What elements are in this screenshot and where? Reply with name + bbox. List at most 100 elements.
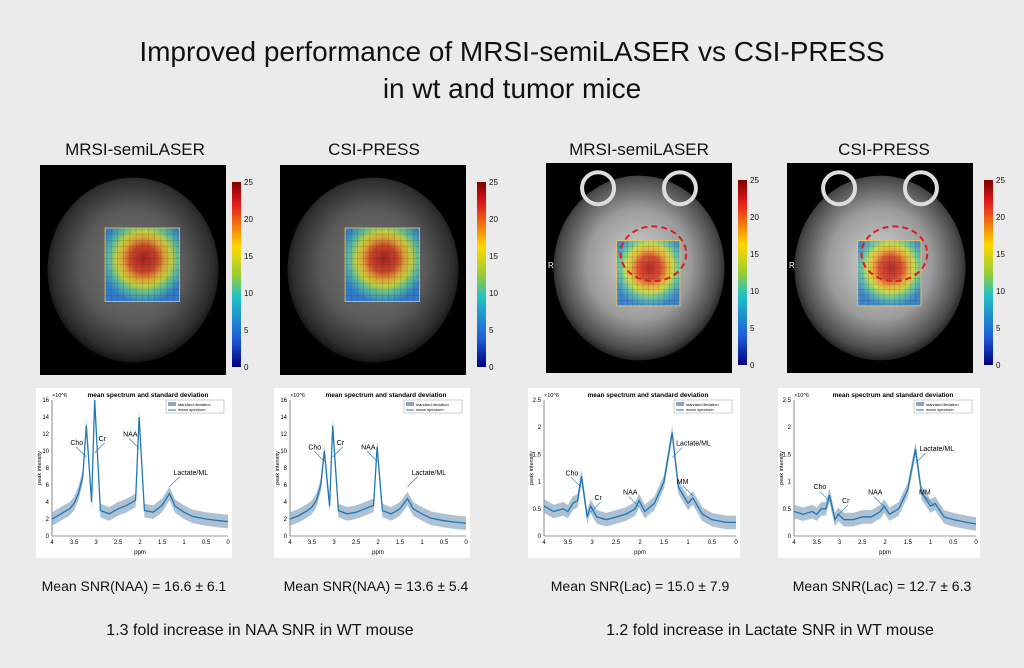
y-tick-label: 2 — [538, 425, 542, 431]
colorbar-tick-label: 20 — [750, 213, 759, 222]
fold-increase-lactate: 1.2 fold increase in Lactate SNR in WT m… — [606, 622, 934, 639]
y-tick-label: 10 — [280, 449, 287, 455]
peak-annotation: Cho — [813, 484, 826, 491]
x-axis-label: ppm — [372, 550, 384, 556]
colorbar-tick-label: 20 — [489, 215, 498, 224]
x-tick-label: 4 — [792, 540, 796, 546]
x-tick-label: 0 — [226, 540, 230, 546]
mri-svg — [280, 165, 466, 375]
peak-annotation: NAA — [623, 490, 638, 497]
peak-annotation: Cr — [99, 436, 107, 443]
y-exponent: ×10^6 — [794, 393, 809, 399]
x-tick-label: 2 — [638, 540, 642, 546]
y-tick-label: 0 — [46, 534, 50, 540]
x-tick-label: 3 — [838, 540, 842, 546]
mri-image-1 — [40, 165, 226, 375]
eye-ring — [821, 170, 858, 207]
x-tick-label: 1.5 — [660, 540, 669, 546]
panel-label-3: MRSI-semiLASER — [569, 140, 709, 159]
colorbar-tick-label: 5 — [244, 326, 249, 335]
y-tick-label: 8 — [284, 466, 288, 472]
colorbar-tick-label: 15 — [996, 250, 1005, 259]
panel-label-1: MRSI-semiLASER — [65, 140, 205, 159]
y-tick-label: 16 — [42, 398, 49, 404]
x-tick-label: 3.5 — [813, 540, 822, 546]
y-tick-label: 1.5 — [533, 452, 542, 458]
x-axis-label: ppm — [134, 550, 146, 556]
eye-ring — [902, 170, 939, 207]
x-tick-label: 3 — [590, 540, 594, 546]
x-tick-label: 0 — [734, 540, 738, 546]
y-tick-label: 2 — [46, 517, 50, 523]
y-exponent: ×10^6 — [544, 393, 559, 399]
y-tick-label: 0.5 — [783, 507, 792, 513]
slide-title-line1: Improved performance of MRSI-semiLASER v… — [139, 36, 885, 67]
x-tick-label: 3 — [332, 540, 336, 546]
peak-annotation: Lactate/ML — [919, 446, 954, 453]
peak-annotation: MM — [677, 479, 689, 486]
colorbar-tick-label: 25 — [244, 178, 253, 187]
y-tick-label: 10 — [42, 449, 49, 455]
y-tick-label: 8 — [46, 466, 50, 472]
mri-image-4: R — [787, 163, 973, 373]
x-tick-label: 0.5 — [440, 540, 449, 546]
side-marker: R — [548, 261, 554, 270]
colorbar-tick-label: 5 — [489, 326, 494, 335]
colorbar-1 — [232, 182, 241, 367]
mri-image-2 — [280, 165, 466, 375]
x-tick-label: 2.5 — [352, 540, 361, 546]
peak-annotation: Cr — [842, 498, 850, 505]
legend-entry: mean spectrum — [178, 407, 206, 412]
colorbar-tick-label: 25 — [750, 176, 759, 185]
y-tick-label: 4 — [284, 500, 288, 506]
colorbar-tick-label: 10 — [489, 289, 498, 298]
y-tick-label: 4 — [46, 500, 50, 506]
colorbar-tick-label: 5 — [996, 324, 1001, 333]
std-deviation-band — [52, 393, 228, 529]
colorbar-tick-label: 5 — [750, 324, 755, 333]
mri-svg: R — [546, 163, 732, 373]
y-tick-label: 12 — [42, 432, 49, 438]
peak-annotation: NAA — [123, 432, 138, 439]
snr-label-3: Mean SNR(Lac) = 15.0 ± 7.9 — [550, 578, 730, 594]
x-tick-label: 2 — [138, 540, 142, 546]
colorbar-tick-label: 15 — [244, 252, 253, 261]
y-tick-label: 14 — [280, 415, 287, 421]
x-tick-label: 3.5 — [308, 540, 317, 546]
colorbar-2 — [477, 182, 486, 367]
colorbar-3 — [738, 180, 747, 365]
x-tick-label: 2.5 — [612, 540, 621, 546]
legend-entry: standard deviation — [416, 402, 449, 407]
y-tick-label: 0 — [788, 534, 792, 540]
side-marker: R — [789, 261, 795, 270]
colorbar-tick-label: 0 — [996, 361, 1001, 370]
spectrum-plot-4: mean spectrum and standard deviation ×10^… — [778, 388, 980, 558]
y-exponent: ×10^6 — [52, 393, 67, 399]
x-tick-label: 2 — [883, 540, 887, 546]
mean-spectrum-line — [51, 399, 229, 523]
colorbar-gradient — [738, 180, 747, 365]
mri-svg: R — [787, 163, 973, 373]
y-tick-label: 0 — [538, 534, 542, 540]
snr-heatmap-overlay — [104, 227, 180, 302]
x-tick-label: 3.5 — [70, 540, 79, 546]
y-tick-label: 0.5 — [533, 507, 542, 513]
x-tick-label: 4 — [50, 540, 54, 546]
y-tick-label: 12 — [280, 432, 287, 438]
peak-annotation: Cho — [308, 444, 321, 451]
x-axis-label: ppm — [879, 550, 891, 556]
peak-annotation: Lactate/ML — [411, 470, 446, 477]
panel-label-2: CSI-PRESS — [328, 140, 420, 159]
y-tick-label: 2.5 — [783, 398, 792, 404]
snr-label-4: Mean SNR(Lac) = 12.7 ± 6.3 — [792, 578, 972, 594]
std-deviation-band — [794, 442, 976, 531]
legend-entry: standard deviation — [926, 402, 959, 407]
peak-annotation: Cho — [70, 440, 83, 447]
y-tick-label: 0 — [284, 534, 288, 540]
x-tick-label: 0 — [974, 540, 978, 546]
x-tick-label: 2.5 — [114, 540, 123, 546]
y-tick-label: 1 — [788, 480, 792, 486]
spectrum-plot-1: mean spectrum and standard deviation ×10^… — [36, 388, 232, 558]
